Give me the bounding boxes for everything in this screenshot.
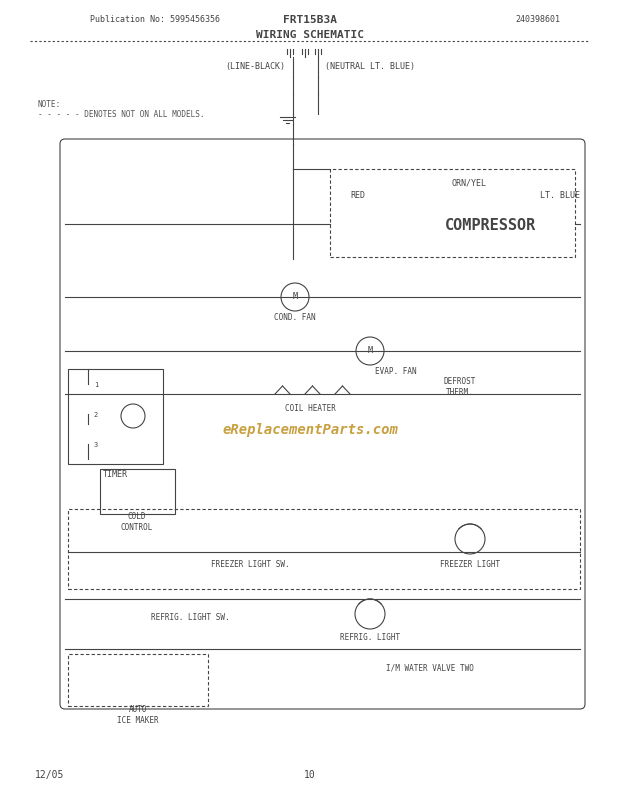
- Text: 10: 10: [304, 769, 316, 779]
- Text: REFRIG. LIGHT: REFRIG. LIGHT: [340, 633, 400, 642]
- Text: FREEZER LIGHT: FREEZER LIGHT: [440, 560, 500, 569]
- Text: ORN/YEL: ORN/YEL: [452, 178, 487, 187]
- Text: COND. FAN: COND. FAN: [274, 313, 316, 322]
- Text: WIRING SCHEMATIC: WIRING SCHEMATIC: [256, 30, 364, 40]
- Text: Publication No: 5995456356: Publication No: 5995456356: [90, 15, 220, 25]
- Text: EVAP. FAN: EVAP. FAN: [375, 367, 417, 376]
- Bar: [68, 509, 580, 589]
- Text: 2: 2: [94, 411, 98, 418]
- Bar: [68, 654, 208, 706]
- Text: eReplacementParts.com: eReplacementParts.com: [222, 423, 398, 436]
- Text: COMPRESSOR: COMPRESSOR: [445, 217, 536, 233]
- Text: NOTE:
- - - - - DENOTES NOT ON ALL MODELS.: NOTE: - - - - - DENOTES NOT ON ALL MODEL…: [38, 100, 205, 119]
- Text: 1: 1: [94, 382, 98, 387]
- Text: COLD
CONTROL: COLD CONTROL: [121, 512, 153, 531]
- Text: I/M WATER VALVE TWO: I/M WATER VALVE TWO: [386, 662, 474, 671]
- Text: DEFROST
THERM.: DEFROST THERM.: [444, 377, 476, 396]
- Text: M: M: [293, 292, 298, 301]
- Text: FREEZER LIGHT SW.: FREEZER LIGHT SW.: [211, 560, 290, 569]
- Bar: [68, 370, 163, 464]
- Text: COIL HEATER: COIL HEATER: [285, 404, 335, 413]
- Text: 240398601: 240398601: [515, 15, 560, 25]
- Text: 3: 3: [94, 441, 98, 448]
- Text: TIMER: TIMER: [102, 470, 128, 479]
- Text: LT. BLUE: LT. BLUE: [540, 191, 580, 200]
- Text: (NEUTRAL LT. BLUE): (NEUTRAL LT. BLUE): [325, 63, 415, 71]
- Text: RED: RED: [350, 191, 365, 200]
- Text: AUTO
ICE MAKER: AUTO ICE MAKER: [117, 704, 159, 723]
- Text: 12/05: 12/05: [35, 769, 64, 779]
- Bar: [100, 469, 175, 514]
- Text: M: M: [368, 346, 373, 355]
- Text: REFRIG. LIGHT SW.: REFRIG. LIGHT SW.: [151, 613, 229, 622]
- Bar: [330, 170, 575, 257]
- Text: FRT15B3A: FRT15B3A: [283, 15, 337, 25]
- Text: (LINE-BLACK): (LINE-BLACK): [225, 63, 285, 71]
